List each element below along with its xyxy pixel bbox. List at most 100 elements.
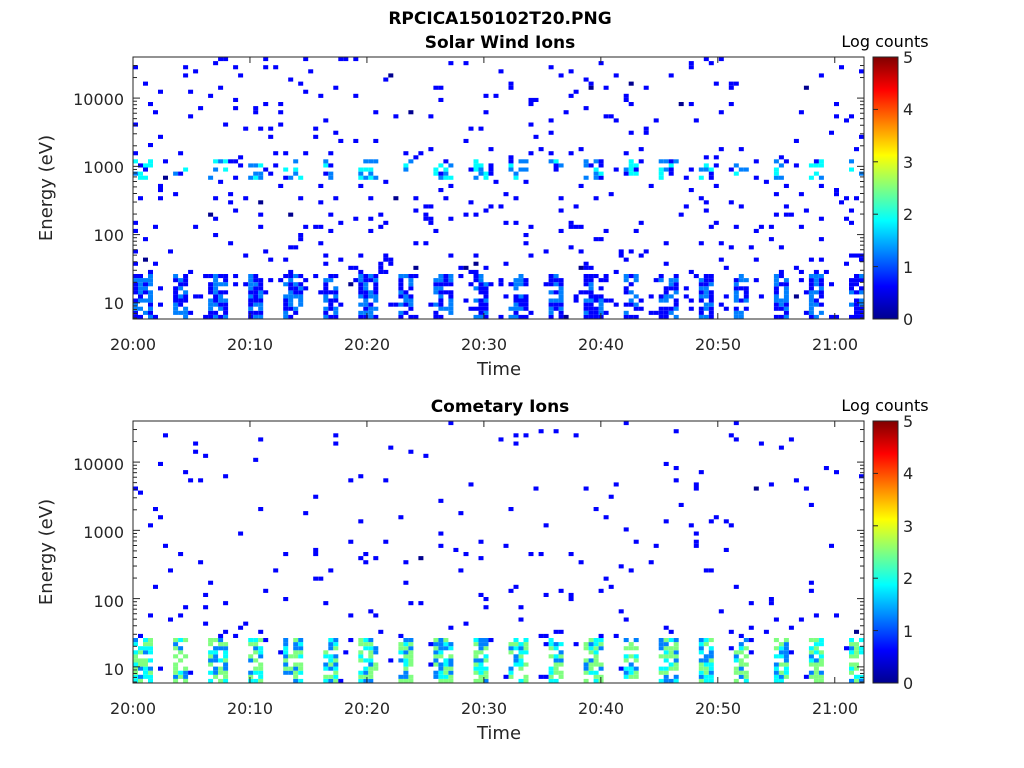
heatmap-cell <box>748 625 754 630</box>
heatmap-cell <box>578 249 584 254</box>
heatmap-cell <box>518 605 524 610</box>
heatmap-cell <box>738 642 744 647</box>
heatmap-cell <box>333 85 339 90</box>
heatmap-cell <box>398 310 404 315</box>
heatmap-cell <box>583 658 589 663</box>
heatmap-cell <box>283 306 289 311</box>
heatmap-cell <box>548 310 554 315</box>
heatmap-cell <box>283 298 289 303</box>
heatmap-cell <box>608 584 614 589</box>
heatmap-cell <box>688 188 694 193</box>
heatmap-cell <box>293 646 299 651</box>
heatmap-cell <box>723 265 729 270</box>
heatmap-cell <box>753 257 759 262</box>
heatmap-cell <box>358 175 364 180</box>
heatmap-cell <box>223 629 229 634</box>
heatmap-cell <box>208 310 214 315</box>
heatmap-cell <box>573 294 579 299</box>
heatmap-cell <box>368 278 374 283</box>
heatmap-cell <box>303 57 309 62</box>
heatmap-cell <box>598 163 604 168</box>
heatmap-cell <box>859 678 864 683</box>
heatmap-cell <box>278 650 284 655</box>
heatmap-cell <box>663 167 669 172</box>
heatmap-cell <box>708 282 714 287</box>
heatmap-cell <box>513 662 519 667</box>
heatmap-cell <box>258 294 264 299</box>
heatmap-cell <box>293 290 299 295</box>
heatmap-cell <box>673 646 679 651</box>
heatmap-cell <box>218 638 224 643</box>
heatmap-cell <box>373 306 379 311</box>
heatmap-cell <box>798 617 804 622</box>
heatmap-cell <box>503 294 509 299</box>
heatmap-cell <box>368 167 374 172</box>
heatmap-cell <box>448 642 454 647</box>
heatmap-cell <box>133 486 138 491</box>
colorbar-tick: 4 <box>903 100 913 119</box>
heatmap-cell <box>553 163 559 168</box>
heatmap-cell <box>818 163 824 168</box>
heatmap-cell <box>668 654 674 659</box>
heatmap-cell <box>743 286 749 291</box>
heatmap-cell <box>588 298 594 303</box>
heatmap-cell <box>508 282 514 287</box>
heatmap-cell <box>258 670 264 675</box>
heatmap-cell <box>368 678 374 683</box>
heatmap-cell <box>168 617 173 622</box>
heatmap-cell <box>183 678 189 683</box>
heatmap-cell <box>808 638 814 643</box>
heatmap-cell <box>598 642 604 647</box>
heatmap-cell <box>438 97 444 102</box>
heatmap-cell <box>233 633 239 638</box>
heatmap-cell <box>243 282 249 287</box>
heatmap-cell <box>623 97 629 102</box>
heatmap-cell <box>258 678 264 683</box>
heatmap-cell <box>333 674 339 679</box>
heatmap-cell <box>738 310 744 315</box>
heatmap-cell <box>418 151 424 156</box>
heatmap-cell <box>293 167 299 172</box>
x-tick-label: 20:50 <box>695 335 741 354</box>
heatmap-cell <box>628 130 634 135</box>
heatmap-cell <box>813 314 819 319</box>
heatmap-cell <box>849 654 854 659</box>
heatmap-cell <box>133 678 138 683</box>
heatmap-cell <box>543 674 549 679</box>
heatmap-cell <box>568 552 574 557</box>
heatmap-cell <box>813 674 819 679</box>
heatmap-cell <box>408 306 414 311</box>
heatmap-cell <box>443 290 449 295</box>
heatmap-cell <box>518 294 524 299</box>
x-tick-label: 20:00 <box>110 335 156 354</box>
heatmap-cell <box>518 298 524 303</box>
heatmap-cell <box>383 253 389 258</box>
heatmap-cell <box>498 204 504 209</box>
heatmap-cell <box>658 670 664 675</box>
y-tick-label: 10 <box>104 294 124 313</box>
heatmap-cell <box>138 306 143 311</box>
heatmap-cell <box>548 674 554 679</box>
heatmap-cell <box>623 302 629 307</box>
heatmap-cell <box>408 274 414 279</box>
heatmap-cell <box>698 196 704 201</box>
heatmap-cell <box>483 605 489 610</box>
heatmap-cell <box>653 543 659 548</box>
heatmap-cell <box>738 658 744 663</box>
heatmap-cell <box>198 478 204 483</box>
heatmap-cell <box>388 73 394 78</box>
heatmap-cell <box>598 302 604 307</box>
heatmap-cell <box>628 171 634 176</box>
heatmap-cell <box>703 654 709 659</box>
heatmap-cell <box>698 306 704 311</box>
heatmap-cell <box>423 216 429 221</box>
heatmap-cell <box>513 294 519 299</box>
heatmap-cell <box>218 294 224 299</box>
heatmap-cell <box>588 278 594 283</box>
heatmap-cell <box>323 163 329 168</box>
heatmap-cell <box>403 274 409 279</box>
heatmap-cell <box>733 290 739 295</box>
heatmap-cell <box>548 274 554 279</box>
heatmap-cell <box>443 646 449 651</box>
heatmap-cell <box>713 163 719 168</box>
